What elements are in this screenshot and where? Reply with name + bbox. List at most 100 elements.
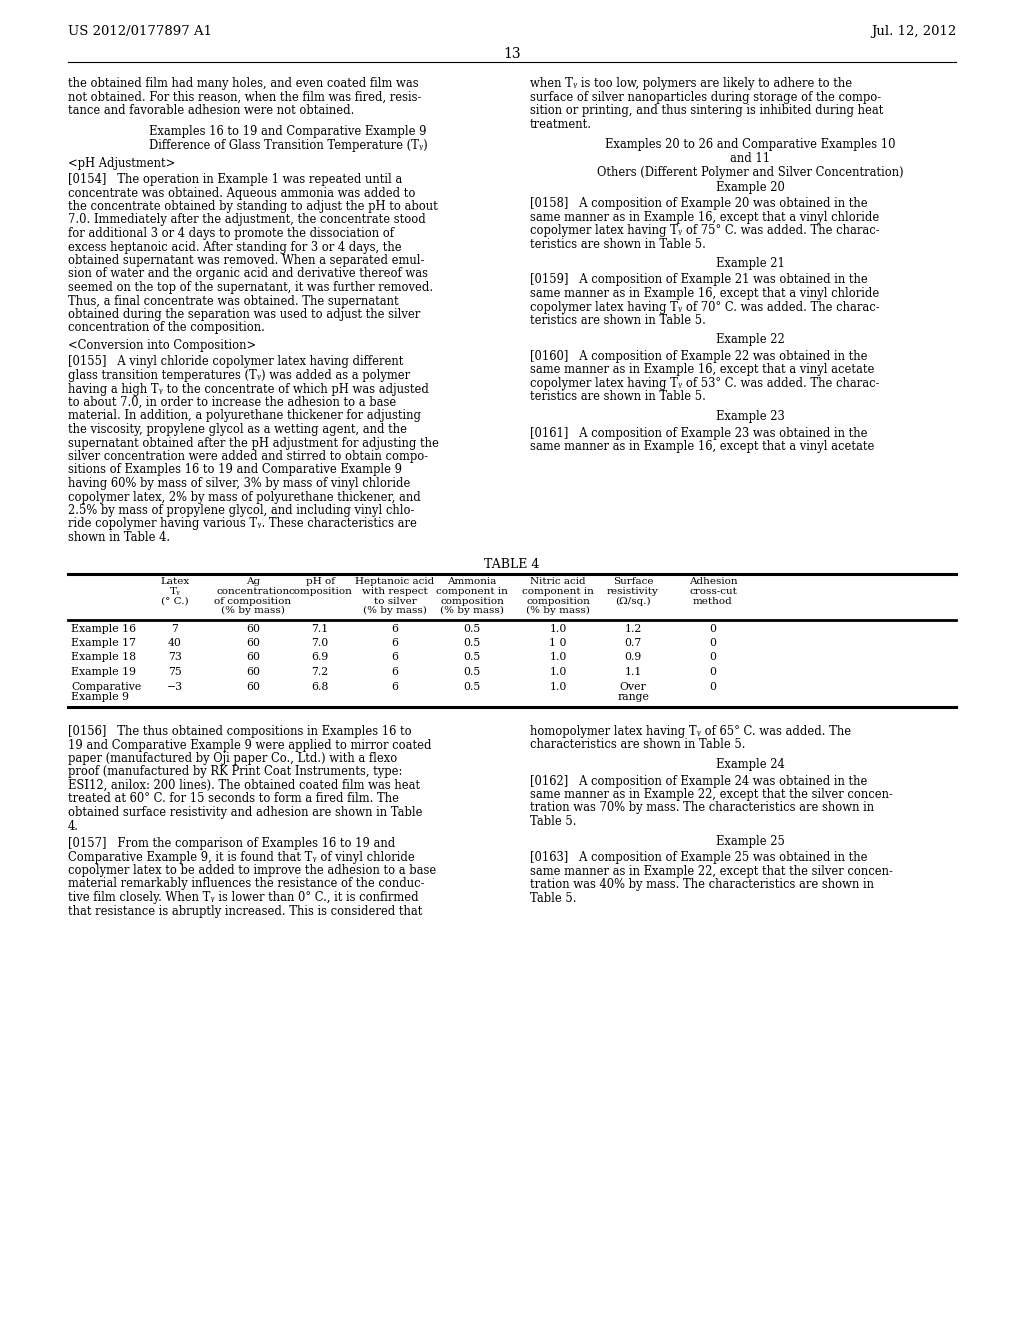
Text: pH of: pH of	[305, 578, 335, 586]
Text: concentrate was obtained. Aqueous ammonia was added to: concentrate was obtained. Aqueous ammoni…	[68, 186, 416, 199]
Text: ESI12, anilox: 200 lines). The obtained coated film was heat: ESI12, anilox: 200 lines). The obtained …	[68, 779, 420, 792]
Text: 7: 7	[172, 623, 178, 634]
Text: 6: 6	[391, 652, 398, 663]
Text: Heptanoic acid: Heptanoic acid	[355, 578, 434, 586]
Text: having 60% by mass of silver, 3% by mass of vinyl chloride: having 60% by mass of silver, 3% by mass…	[68, 477, 411, 490]
Text: Latex: Latex	[161, 578, 189, 586]
Text: 1.0: 1.0	[549, 652, 566, 663]
Text: 0.7: 0.7	[625, 638, 642, 648]
Text: teristics are shown in Table 5.: teristics are shown in Table 5.	[530, 314, 706, 327]
Text: for additional 3 or 4 days to promote the dissociation of: for additional 3 or 4 days to promote th…	[68, 227, 394, 240]
Text: when Tᵧ is too low, polymers are likely to adhere to the: when Tᵧ is too low, polymers are likely …	[530, 77, 852, 90]
Text: [0154]   The operation in Example 1 was repeated until a: [0154] The operation in Example 1 was re…	[68, 173, 402, 186]
Text: tration was 70% by mass. The characteristics are shown in: tration was 70% by mass. The characteris…	[530, 801, 874, 814]
Text: 60: 60	[246, 638, 260, 648]
Text: copolymer latex having Tᵧ of 53° C. was added. The charac-: copolymer latex having Tᵧ of 53° C. was …	[530, 378, 880, 389]
Text: 0.5: 0.5	[464, 667, 480, 677]
Text: resistivity: resistivity	[607, 587, 658, 597]
Text: Example 22: Example 22	[716, 334, 784, 346]
Text: −3: −3	[167, 681, 183, 692]
Text: same manner as in Example 16, except that a vinyl chloride: same manner as in Example 16, except tha…	[530, 210, 880, 223]
Text: Table 5.: Table 5.	[530, 814, 577, 828]
Text: 19 and Comparative Example 9 were applied to mirror coated: 19 and Comparative Example 9 were applie…	[68, 738, 431, 751]
Text: 1.0: 1.0	[549, 623, 566, 634]
Text: excess heptanoic acid. After standing for 3 or 4 days, the: excess heptanoic acid. After standing fo…	[68, 240, 401, 253]
Text: copolymer latex having Tᵧ of 70° C. was added. The charac-: copolymer latex having Tᵧ of 70° C. was …	[530, 301, 880, 314]
Text: [0163]   A composition of Example 25 was obtained in the: [0163] A composition of Example 25 was o…	[530, 851, 867, 865]
Text: <pH Adjustment>: <pH Adjustment>	[68, 157, 175, 169]
Text: 1 0: 1 0	[549, 638, 566, 648]
Text: US 2012/0177897 A1: US 2012/0177897 A1	[68, 25, 212, 38]
Text: 7.2: 7.2	[311, 667, 329, 677]
Text: obtained supernatant was removed. When a separated emul-: obtained supernatant was removed. When a…	[68, 253, 424, 267]
Text: 6.9: 6.9	[311, 652, 329, 663]
Text: 1.2: 1.2	[625, 623, 642, 634]
Text: 60: 60	[246, 681, 260, 692]
Text: 0: 0	[710, 638, 717, 648]
Text: teristics are shown in Table 5.: teristics are shown in Table 5.	[530, 238, 706, 251]
Text: concentration of the composition.: concentration of the composition.	[68, 322, 265, 334]
Text: the viscosity, propylene glycol as a wetting agent, and the: the viscosity, propylene glycol as a wet…	[68, 422, 407, 436]
Text: surface of silver nanoparticles during storage of the compo-: surface of silver nanoparticles during s…	[530, 91, 881, 103]
Text: not obtained. For this reason, when the film was fired, resis-: not obtained. For this reason, when the …	[68, 91, 421, 103]
Text: tive film closely. When Tᵧ is lower than 0° C., it is confirmed: tive film closely. When Tᵧ is lower than…	[68, 891, 419, 904]
Text: shown in Table 4.: shown in Table 4.	[68, 531, 170, 544]
Text: material remarkably influences the resistance of the conduc-: material remarkably influences the resis…	[68, 878, 425, 891]
Text: copolymer latex, 2% by mass of polyurethane thickener, and: copolymer latex, 2% by mass of polyureth…	[68, 491, 421, 503]
Text: 2.5% by mass of propylene glycol, and including vinyl chlo-: 2.5% by mass of propylene glycol, and in…	[68, 504, 415, 517]
Text: cross-cut: cross-cut	[689, 587, 737, 597]
Text: 4.: 4.	[68, 820, 79, 833]
Text: 60: 60	[246, 667, 260, 677]
Text: obtained during the separation was used to adjust the silver: obtained during the separation was used …	[68, 308, 420, 321]
Text: sion of water and the organic acid and derivative thereof was: sion of water and the organic acid and d…	[68, 268, 428, 281]
Text: Adhesion: Adhesion	[689, 578, 737, 586]
Text: sition or printing, and thus sintering is inhibited during heat: sition or printing, and thus sintering i…	[530, 104, 884, 117]
Text: supernatant obtained after the pH adjustment for adjusting the: supernatant obtained after the pH adjust…	[68, 437, 439, 450]
Text: (% by mass): (% by mass)	[364, 606, 427, 615]
Text: [0155]   A vinyl chloride copolymer latex having different: [0155] A vinyl chloride copolymer latex …	[68, 355, 403, 368]
Text: Examples 16 to 19 and Comparative Example 9: Examples 16 to 19 and Comparative Exampl…	[150, 124, 427, 137]
Text: <Conversion into Composition>: <Conversion into Composition>	[68, 339, 256, 352]
Text: proof (manufactured by RK Print Coat Instruments, type:: proof (manufactured by RK Print Coat Ins…	[68, 766, 402, 779]
Text: [0156]   The thus obtained compositions in Examples 16 to: [0156] The thus obtained compositions in…	[68, 725, 412, 738]
Text: 0: 0	[710, 667, 717, 677]
Text: 73: 73	[168, 652, 182, 663]
Text: characteristics are shown in Table 5.: characteristics are shown in Table 5.	[530, 738, 745, 751]
Text: same manner as in Example 16, except that a vinyl acetate: same manner as in Example 16, except tha…	[530, 363, 874, 376]
Text: material. In addition, a polyurethane thickener for adjusting: material. In addition, a polyurethane th…	[68, 409, 421, 422]
Text: sitions of Examples 16 to 19 and Comparative Example 9: sitions of Examples 16 to 19 and Compara…	[68, 463, 402, 477]
Text: composition: composition	[440, 597, 504, 606]
Text: range: range	[617, 692, 649, 701]
Text: 0: 0	[710, 652, 717, 663]
Text: the concentrate obtained by standing to adjust the pH to about: the concentrate obtained by standing to …	[68, 201, 437, 213]
Text: 13: 13	[503, 48, 521, 61]
Text: method: method	[693, 597, 733, 606]
Text: 0: 0	[710, 623, 717, 634]
Text: 6: 6	[391, 638, 398, 648]
Text: Table 5.: Table 5.	[530, 891, 577, 904]
Text: [0160]   A composition of Example 22 was obtained in the: [0160] A composition of Example 22 was o…	[530, 350, 867, 363]
Text: Example 19: Example 19	[71, 667, 136, 677]
Text: to about 7.0, in order to increase the adhesion to a base: to about 7.0, in order to increase the a…	[68, 396, 396, 409]
Text: the obtained film had many holes, and even coated film was: the obtained film had many holes, and ev…	[68, 77, 419, 90]
Text: copolymer latex having Tᵧ of 75° C. was added. The charac-: copolymer latex having Tᵧ of 75° C. was …	[530, 224, 880, 238]
Text: 7.0. Immediately after the adjustment, the concentrate stood: 7.0. Immediately after the adjustment, t…	[68, 214, 426, 227]
Text: (% by mass): (% by mass)	[526, 606, 590, 615]
Text: Example 9: Example 9	[71, 692, 129, 701]
Text: 60: 60	[246, 652, 260, 663]
Text: [0161]   A composition of Example 23 was obtained in the: [0161] A composition of Example 23 was o…	[530, 426, 867, 440]
Text: having a high Tᵧ to the concentrate of which pH was adjusted: having a high Tᵧ to the concentrate of w…	[68, 383, 429, 396]
Text: Comparative: Comparative	[71, 681, 141, 692]
Text: silver concentration were added and stirred to obtain compo-: silver concentration were added and stir…	[68, 450, 428, 463]
Text: Example 16: Example 16	[71, 623, 136, 634]
Text: seemed on the top of the supernatant, it was further removed.: seemed on the top of the supernatant, it…	[68, 281, 433, 294]
Text: of composition: of composition	[214, 597, 292, 606]
Text: 1.1: 1.1	[625, 667, 642, 677]
Text: 0.5: 0.5	[464, 638, 480, 648]
Text: [0157]   From the comparison of Examples 16 to 19 and: [0157] From the comparison of Examples 1…	[68, 837, 395, 850]
Text: Jul. 12, 2012: Jul. 12, 2012	[870, 25, 956, 38]
Text: Tᵧ: Tᵧ	[170, 587, 180, 597]
Text: same manner as in Example 22, except that the silver concen-: same manner as in Example 22, except tha…	[530, 865, 893, 878]
Text: 40: 40	[168, 638, 182, 648]
Text: Example 21: Example 21	[716, 257, 784, 271]
